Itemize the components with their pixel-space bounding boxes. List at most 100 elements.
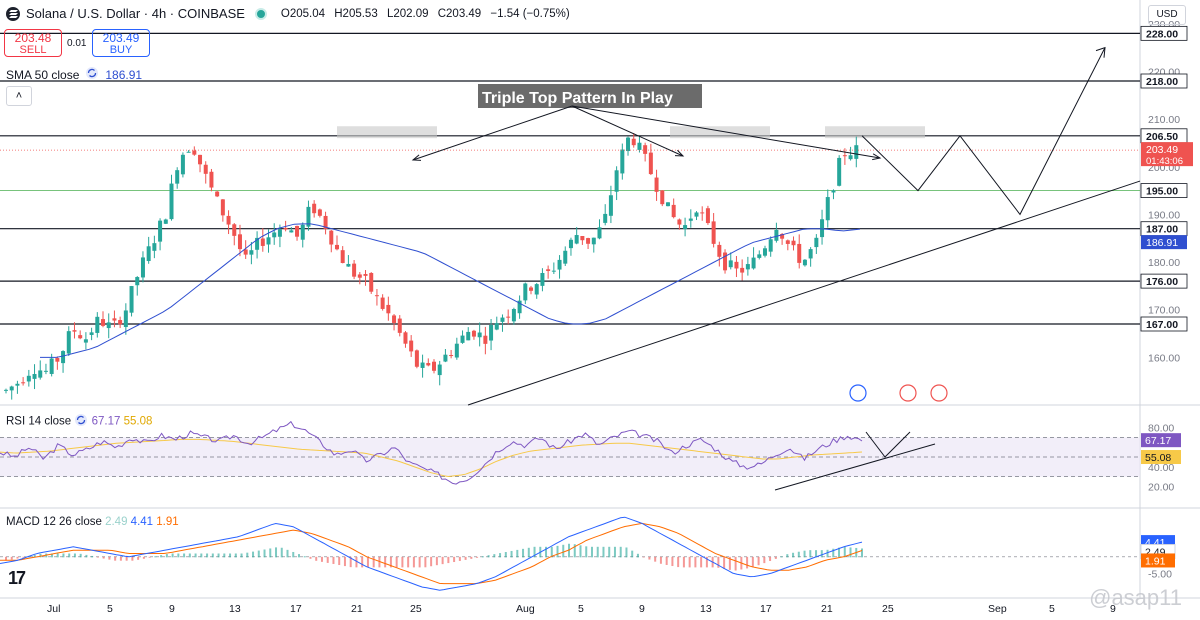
candle-body (745, 264, 750, 270)
rsi-legend[interactable]: RSI 14 close 67.17 55.08 (6, 413, 152, 430)
macd-histogram-bar (108, 556, 111, 560)
macd-histogram-bar (728, 556, 731, 570)
candle-body (158, 220, 163, 242)
macd-histogram-bar (631, 550, 634, 558)
time-tick-label: Aug (516, 603, 535, 615)
candle-body (597, 227, 602, 239)
candle-body (232, 224, 237, 236)
rsi-projection (865, 431, 911, 458)
time-tick-label: Jul (47, 603, 60, 615)
buy-button[interactable]: 203.49 BUY (92, 29, 150, 57)
sell-button[interactable]: 203.48 SELL (4, 29, 62, 57)
currency-selector[interactable]: USD (1148, 5, 1186, 25)
macd-histogram-bar (234, 553, 237, 558)
macd-histogram-bar (504, 552, 507, 558)
macd-histogram-bar (378, 556, 381, 568)
candle-body (489, 324, 494, 341)
macd-legend[interactable]: MACD 12 26 close 2.49 4.41 1.91 (6, 516, 179, 528)
rsi-ma-value-tag (1141, 450, 1181, 465)
macd-histogram-bar (183, 553, 186, 558)
macd-histogram-bar (763, 556, 766, 564)
collapse-legend-button[interactable]: ˄ (6, 86, 32, 106)
candle-body (55, 358, 60, 362)
macd-histogram-bar (16, 556, 19, 559)
macd-histogram-bar (309, 556, 312, 559)
macd-histogram-bar (579, 545, 582, 558)
macd-signal-tag-label: 1.91 (1145, 555, 1166, 567)
change-value: −1.54 (−0.75%) (490, 7, 570, 20)
macd-histogram-bar (275, 547, 278, 558)
candle-body (26, 375, 31, 382)
rsi-trendline (774, 443, 936, 491)
macd-histogram-bar (269, 548, 272, 558)
macd-histogram-bar (223, 553, 226, 558)
candle-body (43, 370, 48, 372)
macd-histogram-bar (154, 556, 157, 558)
candle-body (32, 374, 37, 379)
us-flag-event-icon (899, 384, 917, 402)
symbol-title[interactable]: Solana / U.S. Dollar · 4h · COINBASE (26, 6, 245, 21)
candle-body (511, 308, 516, 322)
price-level-label: 206.50 (1146, 131, 1178, 143)
macd-histogram-bar (407, 556, 410, 568)
candle-body (295, 225, 300, 237)
candle-body (352, 263, 357, 277)
macd-histogram-bar (792, 552, 795, 558)
macd-tick-label: -5.00 (1148, 569, 1172, 581)
candle-body (449, 355, 454, 357)
macd-signal-tag (1141, 553, 1175, 568)
macd-histogram-bar (292, 551, 295, 558)
time-tick-label: 9 (1110, 603, 1116, 615)
candle-body (477, 332, 482, 338)
sma-legend[interactable]: SMA 50 close 186.91 (6, 66, 142, 83)
price-level-label: 195.00 (1146, 186, 1178, 198)
candle-body (660, 190, 665, 205)
candle-body (608, 195, 613, 216)
solana-icon (6, 6, 20, 21)
candle-body (403, 332, 408, 344)
candle-body (523, 283, 528, 301)
macd-histogram-bar (401, 556, 404, 568)
candle-body (255, 237, 260, 250)
candle-body (135, 277, 140, 286)
pattern-arrow-line (412, 105, 573, 161)
price-level-label: 176.00 (1146, 276, 1178, 288)
macd-histogram-bar (332, 556, 335, 564)
macd-histogram-bar (137, 556, 140, 560)
macd-histogram-bar (326, 556, 329, 563)
candle-body (614, 170, 619, 192)
symbol-header: Solana / U.S. Dollar · 4h · COINBASE O20… (6, 6, 576, 21)
candle-body (101, 319, 106, 326)
macd-histogram-bar (211, 553, 214, 558)
macd-histogram-bar (447, 556, 450, 564)
candle-body (546, 269, 551, 271)
candle-body (283, 227, 288, 230)
price-tick-label: 210.00 (1148, 114, 1180, 126)
time-tick-label: 9 (169, 603, 175, 615)
macd-histogram-bar (39, 553, 42, 558)
macd-label: MACD 12 26 close (6, 516, 102, 528)
macd-histogram-bar (809, 550, 812, 558)
candle-body (791, 240, 796, 246)
macd-histogram-bar (114, 556, 117, 561)
macd-histogram-bar (786, 554, 789, 558)
price-level-label: 218.00 (1146, 76, 1178, 88)
time-tick-label: 5 (1049, 603, 1055, 615)
macd-histogram-bar (596, 546, 599, 558)
macd-histogram-bar (349, 556, 352, 568)
macd-histogram-bar (838, 547, 841, 558)
candle-body (637, 142, 642, 150)
macd-histogram-bar (562, 544, 565, 558)
macd-histogram-bar (96, 556, 99, 558)
pattern-arrow-line (571, 105, 881, 159)
time-tick-label: 17 (290, 603, 302, 615)
candle-body (106, 322, 111, 329)
sma-value: 186.91 (105, 67, 143, 82)
macd-histogram-bar (613, 546, 616, 558)
tradingview-logo[interactable]: 17 (8, 568, 26, 588)
candle-body (694, 212, 699, 217)
macd-histogram-bar (263, 549, 266, 558)
macd-histogram-bar (705, 556, 708, 568)
macd-histogram-bar (286, 549, 289, 558)
